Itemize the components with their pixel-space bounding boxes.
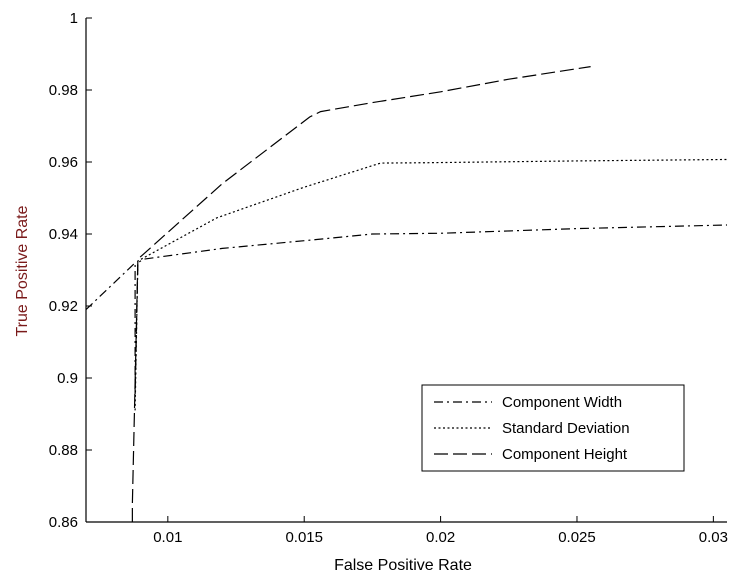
y-tick-label: 0.96 [49,154,78,171]
x-tick-label: 0.02 [426,529,455,546]
series-layer [85,66,728,522]
x-tick-label: 0.01 [153,529,182,546]
y-tick-label: 0.86 [49,514,78,531]
legend: Component Width Standard Deviation Compone… [421,384,685,472]
x-tick-label: 0.015 [285,529,323,546]
x-tick-label: 0.03 [699,529,728,546]
y-tick-label: 0.88 [49,442,78,459]
y-tick-label: 0.9 [57,370,78,387]
legend-entry: Standard Deviation [502,420,630,437]
y-axis-label: True Positive Rate [14,205,31,336]
axes: 0.86 0.88 0.9 0.92 0.94 0.96 0.98 1 0.01 0.015 0.0… [49,10,728,546]
y-tick-label: 0.94 [49,226,78,243]
y-tick-label: 0.92 [49,298,78,315]
y-tick-label: 0.98 [49,82,78,99]
series-line-component-height [131,66,591,522]
series-line-component-width [85,224,728,397]
series-line-standard-deviation [134,158,728,411]
legend-entry: Component Height [502,446,628,463]
x-tick-label: 0.025 [558,529,596,546]
x-axis-label: False Positive Rate [334,557,472,574]
y-tick-label: 1 [70,10,78,27]
legend-entry: Component Width [502,394,622,411]
